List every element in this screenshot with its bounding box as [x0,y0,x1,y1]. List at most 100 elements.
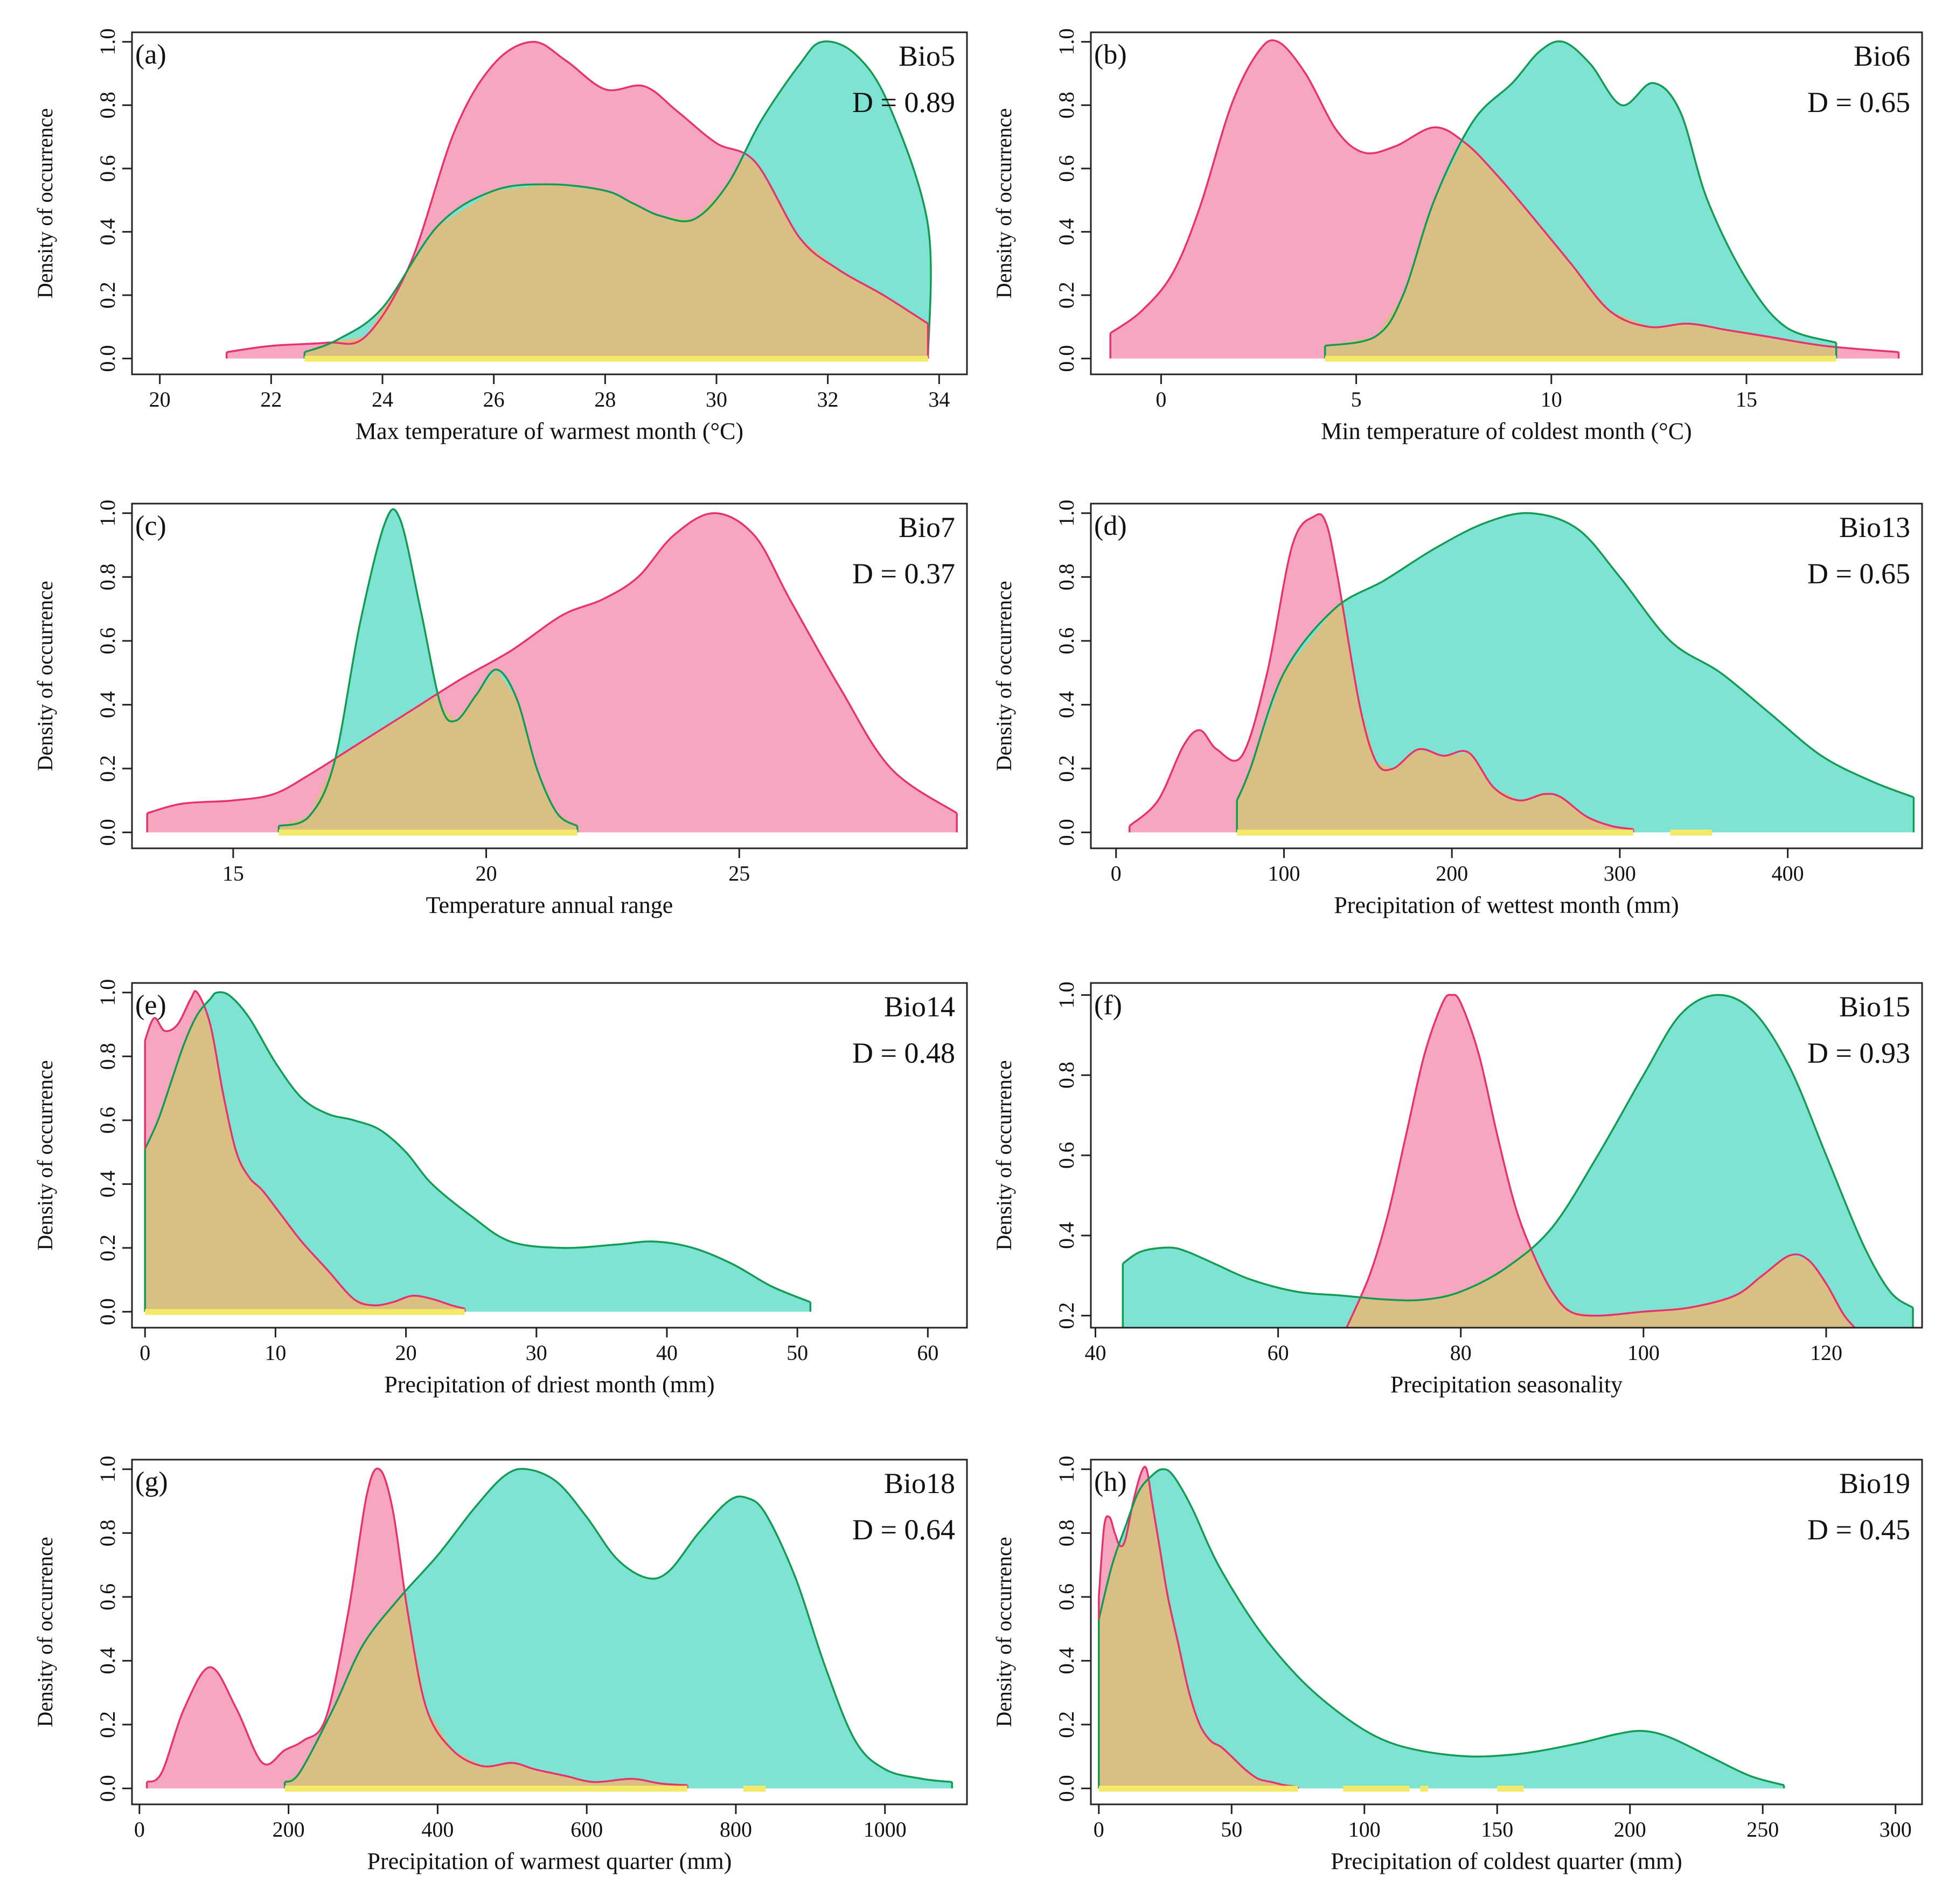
panel-bio14: 0 10 20 30 40 50 60 0.0 0.2 0.4 0.6 0.8 1.0 Precipita… [33,979,968,1398]
plot-frame [131,1459,968,1805]
density-line-species1 [226,40,929,353]
overlap-area [279,669,577,833]
x-tick-label: 0 [1111,861,1122,885]
x-tick-label: 120 [1810,1341,1842,1365]
density-line-species2 [304,40,932,359]
overlap-area [1325,142,1836,359]
variable-name: Bio19 [1839,1467,1910,1500]
overlap-area [1098,1480,1298,1789]
overlap-range-bar [279,829,577,836]
x-tick-label: 300 [1604,861,1636,885]
y-axis-label: Density of occurrence [33,1060,57,1250]
x-tick-label: 0 [140,1341,150,1365]
y-tick-label: 0.2 [1054,282,1078,309]
x-axis-label: Max temperature of warmest month (°C) [356,418,743,444]
y-tick-label: 0.6 [1054,1584,1078,1610]
y-tick-label: 1.0 [1054,981,1078,1008]
overlap-range-bar [743,1786,766,1792]
x-axis-label: Precipitation of driest month (mm) [384,1371,714,1398]
x-tick-label: 25 [728,861,750,885]
x-tick-label: 60 [1268,1341,1289,1365]
y-axis-label: Density of occurrence [992,1537,1016,1727]
y-tick-label: 0.0 [95,1298,120,1325]
y-tick-label: 0.6 [95,1584,120,1610]
y-tick-label: 0.0 [1054,819,1078,846]
panel-tag: (h) [1094,1467,1127,1497]
y-tick-label: 1.0 [1054,1456,1078,1483]
x-tick-label: 1000 [864,1817,907,1842]
variable-name: Bio5 [899,40,955,72]
plot-frame [131,982,968,1329]
overlap-d-value: D = 0.65 [1807,86,1910,118]
x-axis-label: Precipitation of coldest quarter (mm) [1331,1848,1682,1874]
y-tick-label: 1.0 [95,979,120,1006]
x-tick-label: 20 [149,387,171,412]
density-line-species1 [144,990,465,1310]
y-tick-label: 0.8 [95,92,120,118]
density-line-species1 [1110,39,1899,353]
y-tick-label: 0.4 [1054,218,1078,245]
x-tick-label: 400 [1772,861,1804,885]
density-line-species2 [284,1468,952,1783]
x-tick-label: 34 [928,387,950,412]
panel-bio6: 0 5 10 15 0.0 0.2 0.4 0.6 0.8 1.0 Min temperature … [992,29,1923,444]
y-tick-label: 0.6 [1054,627,1078,654]
density-line-species2 [1236,512,1915,801]
overlap-range-bar [284,1786,688,1792]
panel-tag: (c) [135,511,166,541]
x-tick-label: 30 [526,1341,547,1365]
plot-area [146,508,958,836]
x-tick-label: 150 [1481,1817,1513,1842]
panel-tag: (d) [1094,511,1127,541]
density-line-species2 [1122,994,1914,1309]
x-tick-label: 80 [1450,1341,1472,1365]
y-tick-label: 0.2 [95,282,120,309]
x-tick-label: 100 [1268,861,1300,885]
y-tick-label: 0.6 [1054,155,1078,182]
x-axis-label: Temperature annual range [426,892,673,918]
overlap-range-bar [304,355,928,362]
x-tick-label: 100 [1348,1817,1381,1842]
y-axis-label: Density of occurrence [992,108,1016,298]
plot-area [225,40,932,362]
x-axis-label: Min temperature of coldest month (°C) [1321,418,1692,444]
x-tick-label: 22 [260,387,282,412]
plot-area [1122,994,1914,1328]
x-axis-label: Precipitation seasonality [1390,1371,1623,1398]
x-tick-label: 15 [1736,387,1757,412]
y-tick-label: 0.4 [1054,1222,1078,1249]
density-line-species1 [146,1467,688,1787]
plot-area [1098,1466,1785,1792]
x-tick-label: 40 [656,1341,678,1365]
density-area-species1 [1346,995,1863,1328]
overlap-range-bar [1420,1786,1429,1792]
y-tick-label: 0.6 [95,155,120,182]
panel-tag: (e) [135,990,166,1021]
x-tick-label: 300 [1880,1817,1912,1842]
overlap-d-value: D = 0.65 [1807,557,1910,590]
y-tick-label: 0.4 [1054,1647,1078,1674]
x-tick-label: 32 [817,387,839,412]
density-line-species2 [1098,1468,1785,1787]
density-area-species1 [147,513,957,833]
y-tick-label: 0.6 [95,1107,120,1134]
density-line-species1 [1129,513,1634,831]
y-tick-label: 0.6 [1054,1142,1078,1169]
y-tick-label: 0.0 [95,345,120,372]
y-tick-label: 0.2 [95,1235,120,1261]
y-tick-label: 0.0 [95,1775,120,1802]
x-tick-label: 20 [476,861,497,885]
plot-frame [1090,31,1923,375]
y-tick-label: 0.4 [95,218,120,245]
y-tick-label: 0.8 [1054,1519,1078,1546]
x-tick-label: 200 [1614,1817,1646,1842]
overlap-range-bar [1325,355,1836,362]
y-tick-label: 1.0 [1054,500,1078,527]
y-tick-label: 0.8 [95,1519,120,1546]
plot-area [1109,39,1900,362]
overlap-range-bar [1098,1786,1298,1792]
y-tick-label: 0.0 [1054,345,1078,372]
x-tick-label: 50 [1221,1817,1242,1842]
y-tick-label: 0.6 [95,627,120,654]
overlap-area [284,1594,687,1789]
